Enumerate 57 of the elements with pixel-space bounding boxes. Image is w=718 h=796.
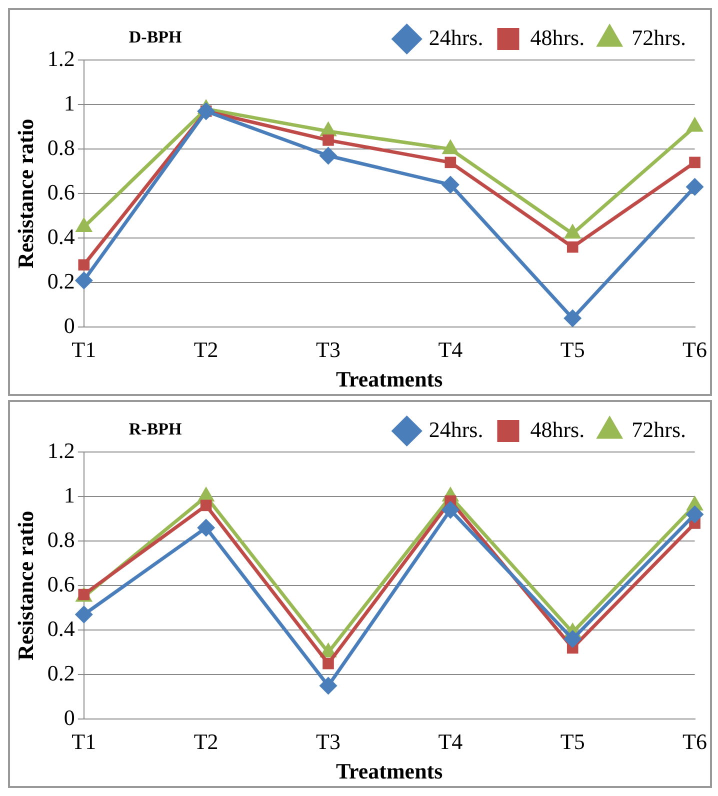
legend-label: 48hrs. [530,24,585,50]
y-axis-title: Resistance ratio [12,510,38,660]
y-tick-label: 0.8 [47,134,75,160]
y-tick-label: 0.4 [47,224,75,249]
chart-title: R-BPH [128,419,182,438]
point [319,676,338,695]
point [197,102,216,120]
y-tick-label: 0 [64,312,75,338]
x-tick-label: T3 [316,729,340,754]
y-axis-title: Resistance ratio [12,118,38,268]
point [74,606,93,624]
x-tick-label: T1 [72,337,96,362]
point [566,241,578,253]
y-tick-label: 0 [64,704,75,730]
x-tick-label: T2 [194,729,218,754]
point [74,271,93,290]
legend-label: 24hrs. [428,24,484,50]
x-tick-label: T4 [438,729,463,754]
y-tick-label: 0.4 [47,616,75,641]
y-tick-label: 0.2 [47,268,75,294]
point [686,178,704,196]
point [441,176,460,194]
point [686,505,704,524]
x-axis-title: Treatments [336,758,444,784]
y-tick-label: 1 [64,482,75,508]
x-tick-label: T5 [560,337,585,362]
x-tick-label: T4 [438,337,463,362]
point [689,156,700,168]
point [441,500,460,519]
point [322,134,334,146]
x-tick-label: T3 [316,337,340,362]
point [78,259,90,271]
point [197,518,216,537]
x-tick-label: T6 [682,729,708,754]
y-tick-label: 0.6 [47,179,75,204]
point [319,146,338,165]
y-tick-label: 1 [64,90,75,116]
x-axis-title: Treatments [336,366,444,392]
legend-label: 72hrs. [632,24,686,50]
y-tick-label: 0.2 [47,660,75,686]
legend-label: 48hrs. [530,416,585,442]
point [444,156,456,168]
point [322,658,334,670]
y-tick-label: 1.2 [47,438,75,463]
point [564,309,582,328]
y-tick-label: 0.6 [47,571,75,596]
legend-label: 24hrs. [428,416,484,442]
x-tick-label: T2 [194,337,218,362]
x-tick-label: T1 [72,729,96,754]
point [564,630,582,648]
point [200,500,212,512]
x-tick-label: T5 [560,729,585,754]
x-tick-label: T6 [682,337,708,362]
legend-label: 72hrs. [632,416,686,442]
chart-title: D-BPH [128,27,182,46]
y-tick-label: 1.2 [47,46,75,71]
y-tick-label: 0.8 [47,526,75,552]
